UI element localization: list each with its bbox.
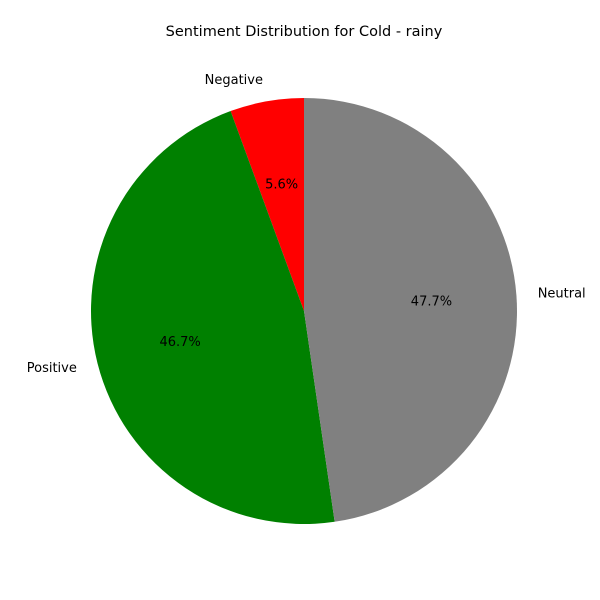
slice-percentage-positive: 46.7% bbox=[159, 335, 200, 350]
chart-title: Sentiment Distribution for Cold - rainy bbox=[166, 24, 443, 40]
pie-slice-positive bbox=[91, 111, 335, 525]
slice-label-positive: Positive bbox=[27, 361, 77, 376]
slice-label-neutral: Neutral bbox=[538, 287, 586, 302]
pie-labels: Negative 5.6% Positive 46.7% Neutral 47.7% bbox=[27, 73, 586, 376]
slice-percentage-negative: 5.6% bbox=[265, 178, 298, 193]
pie-slice-neutral bbox=[304, 98, 517, 522]
pie-slice-negative bbox=[230, 98, 304, 311]
slice-label-negative: Negative bbox=[205, 73, 263, 88]
pie-slices bbox=[91, 98, 517, 525]
slice-percentage-neutral: 47.7% bbox=[411, 294, 452, 309]
